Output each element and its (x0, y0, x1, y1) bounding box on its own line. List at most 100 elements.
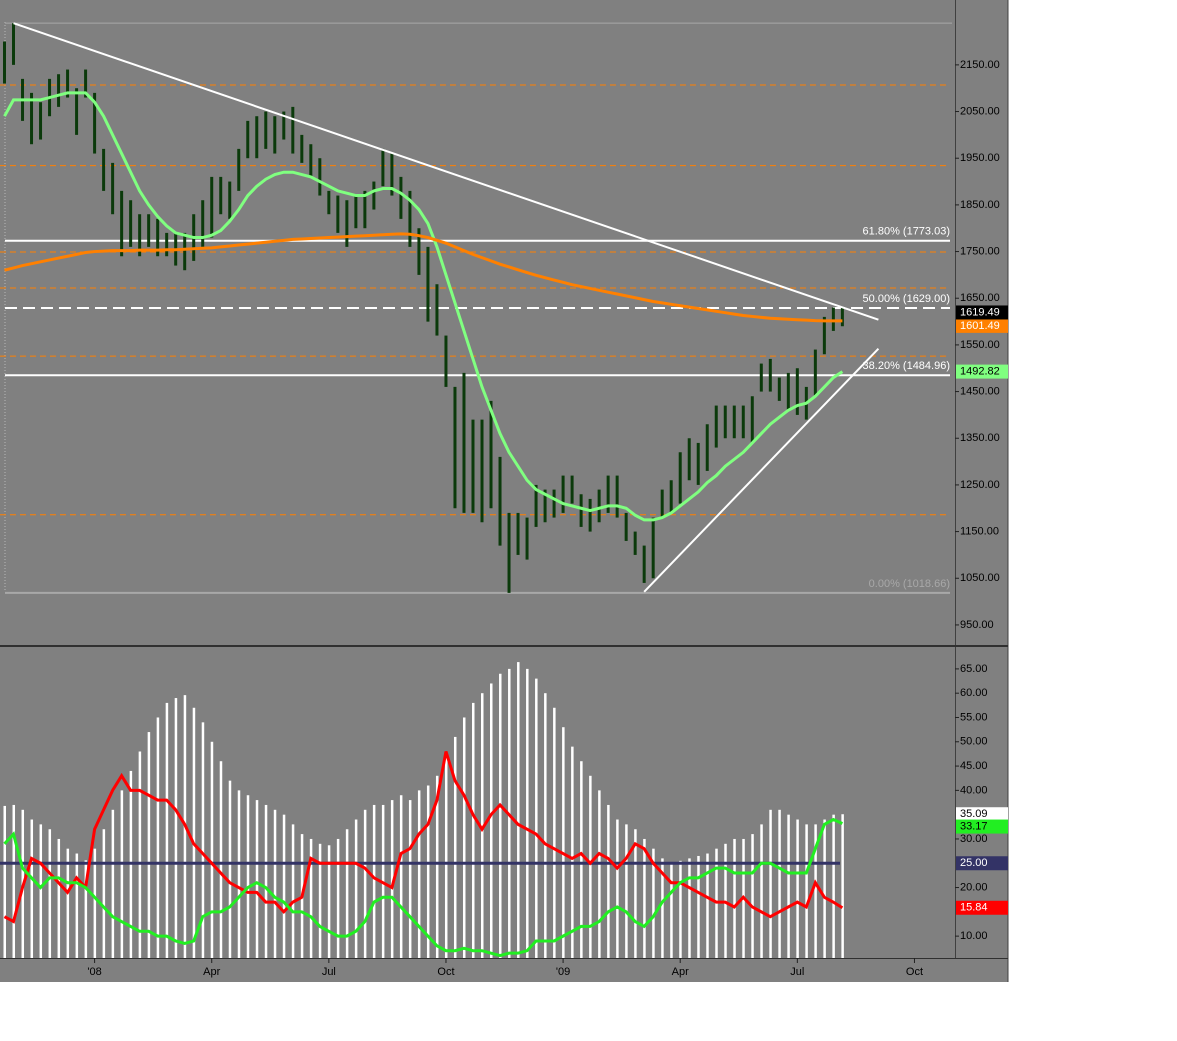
y-tick-label: 950.00 (960, 619, 994, 631)
bar (138, 751, 142, 958)
bar (147, 732, 151, 958)
y-tick-label: 1550.00 (960, 339, 1000, 351)
bar (255, 800, 259, 958)
bar (733, 838, 736, 958)
bar (562, 727, 565, 958)
value-tag: 1492.82 (960, 365, 1000, 377)
bar (345, 829, 349, 958)
y-tick-label: 20.00 (960, 881, 988, 893)
indicator-line (3, 751, 844, 924)
bar (706, 853, 709, 958)
y-tick-label: 45.00 (960, 760, 988, 772)
bar (517, 662, 520, 958)
y-tick-label: 10.00 (960, 930, 988, 942)
bar (643, 838, 646, 958)
bar (390, 800, 394, 958)
fib-label: 50.00% (1629.00) (863, 293, 950, 305)
value-tag-box (956, 364, 1008, 379)
bar (760, 824, 763, 958)
bar (318, 843, 322, 958)
bar (327, 845, 331, 958)
bar (84, 860, 88, 958)
bar (354, 819, 358, 958)
bar (111, 809, 115, 958)
bar (481, 693, 484, 958)
y-tick-label: 1950.00 (960, 152, 1000, 164)
y-tick-label: 2150.00 (960, 59, 1000, 71)
bar (201, 722, 205, 958)
value-tag-box (956, 318, 1008, 333)
y-tick-label: 55.00 (960, 711, 988, 723)
y-tick-label: 65.00 (960, 663, 988, 675)
bar (192, 707, 196, 958)
value-tag: 25.00 (960, 857, 988, 869)
bar (499, 673, 502, 958)
bar (580, 761, 583, 958)
value-tag: 15.84 (960, 902, 988, 914)
x-tick-label: Apr (672, 966, 689, 978)
bar (399, 795, 403, 958)
bar (544, 693, 547, 958)
bar (571, 746, 574, 958)
bar (634, 829, 637, 958)
y-tick-label: 30.00 (960, 833, 988, 845)
bar (93, 848, 97, 958)
y-tick-label: 1350.00 (960, 432, 1000, 444)
bar (697, 855, 700, 958)
y-tick-label: 1050.00 (960, 572, 1000, 584)
bar (174, 698, 178, 958)
value-tag-box (956, 900, 1008, 915)
y-tick-label: 40.00 (960, 784, 988, 796)
bar (751, 834, 754, 958)
bar (616, 819, 619, 958)
bar (39, 824, 43, 958)
bar (832, 814, 835, 958)
bar (796, 819, 799, 958)
bar (48, 829, 52, 958)
bar (372, 804, 376, 958)
bar (3, 805, 7, 958)
value-tag: 1619.49 (960, 306, 1000, 318)
bar (264, 804, 268, 958)
bar (778, 809, 781, 958)
fib-label: 61.80% (1773.03) (863, 226, 950, 238)
bar (453, 736, 457, 958)
value-tag: 1601.49 (960, 320, 1000, 332)
bar (535, 678, 538, 958)
bar (814, 824, 817, 958)
y-tick-label: 60.00 (960, 687, 988, 699)
bar (417, 790, 421, 958)
bar (688, 858, 691, 958)
x-tick-label: Oct (906, 966, 923, 978)
y-tick-label: 1650.00 (960, 292, 1000, 304)
x-tick-label: Jul (322, 966, 336, 978)
bar (336, 838, 340, 958)
bar (769, 809, 772, 958)
bar (526, 668, 529, 958)
bar (670, 863, 673, 958)
y-tick-label: 1150.00 (960, 525, 999, 537)
bar (12, 804, 16, 958)
bar (841, 814, 844, 958)
bar (490, 683, 493, 958)
x-tick-label: Apr (203, 966, 220, 978)
y-tick-label: 1250.00 (960, 479, 1000, 491)
bar (210, 741, 214, 958)
chart-background (0, 0, 1008, 982)
bar (237, 790, 241, 958)
bar (291, 824, 295, 958)
bar (363, 809, 367, 958)
bar (679, 860, 682, 958)
bar (102, 829, 106, 958)
bar (219, 761, 223, 958)
bar (805, 824, 808, 958)
bar (471, 702, 475, 958)
bar (309, 838, 313, 958)
bar (661, 858, 664, 958)
bar (30, 819, 34, 958)
bar (228, 780, 232, 958)
value-tag: 33.17 (960, 820, 988, 832)
x-tick-label: '08 (87, 966, 101, 978)
bar (165, 702, 169, 958)
